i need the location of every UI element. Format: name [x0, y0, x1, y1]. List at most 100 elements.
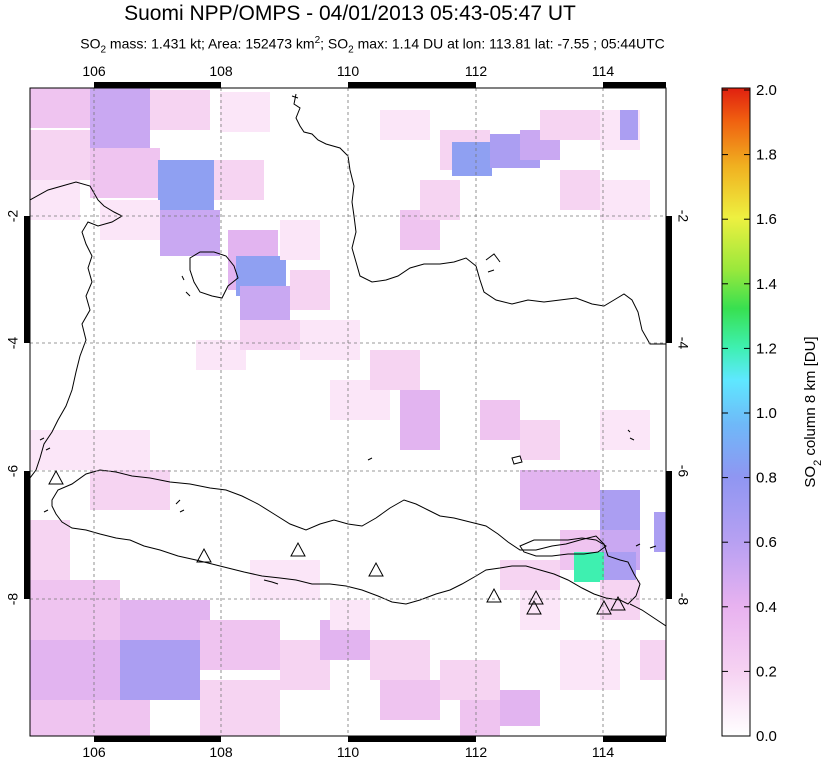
colorbar-tick-label: 1.0	[756, 405, 777, 422]
so2-pixel	[100, 200, 160, 240]
so2-pixel	[30, 130, 90, 180]
coastline-borneo-small	[291, 95, 501, 273]
so2-pixel	[620, 110, 638, 140]
so2-pixel	[520, 420, 560, 460]
map-subtitle: SO2 mass: 1.431 kt; Area: 152473 km2; SO…	[80, 35, 665, 56]
map-border-scale	[24, 82, 672, 742]
so2-pixel	[30, 520, 70, 580]
so2-pixel	[90, 88, 150, 148]
colorbar-tick-label: 0.8	[756, 470, 777, 487]
volcano-icon	[596, 599, 612, 615]
so2-pixel	[150, 90, 210, 130]
lat-tick-label: -8	[675, 593, 691, 606]
colorbar-label: SO2 column 8 km [DU]	[802, 336, 823, 487]
lat-axis-left: -2 -4 -6 -8	[5, 210, 21, 606]
lat-tick-label: -2	[5, 210, 21, 223]
coastlines	[30, 93, 666, 627]
so2-pixel	[480, 400, 520, 440]
lon-tick-label: 112	[465, 63, 488, 79]
so2-pixel	[90, 470, 170, 510]
so2-pixel	[500, 690, 540, 726]
so2-pixel	[654, 512, 666, 552]
so2-pixel	[280, 220, 320, 260]
volcano-icon	[290, 541, 306, 557]
so2-pixel	[520, 590, 560, 630]
coastline-bali	[629, 603, 666, 627]
colorbar-tick-label: 1.4	[756, 276, 777, 293]
volcano-icon	[368, 561, 384, 577]
lon-tick-label: 112	[465, 744, 488, 759]
so2-pixel	[452, 142, 492, 176]
lon-tick-label: 106	[82, 63, 106, 79]
so2-pixel	[520, 470, 600, 510]
coastline-islands	[39, 429, 657, 585]
so2-pixel	[600, 410, 650, 450]
so2-pixel	[250, 560, 320, 600]
colorbar	[721, 87, 751, 737]
volcano-icon	[486, 587, 502, 603]
so2-pixel	[380, 110, 430, 140]
lat-tick-label: -4	[675, 337, 691, 350]
so2-pixel	[30, 580, 120, 640]
lon-tick-label: 114	[592, 63, 615, 79]
volcano-icon	[610, 595, 626, 611]
so2-pixel	[420, 180, 460, 220]
lon-tick-label: 110	[337, 744, 360, 759]
so2-pixel	[500, 560, 560, 590]
volcano-icon	[48, 469, 64, 485]
so2-pixel	[540, 110, 600, 140]
lon-tick-label: 110	[337, 63, 360, 79]
colorbar-tick-label: 1.6	[756, 211, 777, 228]
coastline-bangka-small	[181, 275, 191, 297]
colorbar-tick-label: 1.2	[756, 340, 777, 357]
so2-pixel	[160, 210, 220, 256]
lon-axis-bottom: 106 108 110 112 114	[82, 744, 614, 759]
colorbar-tick-label: 0.2	[756, 663, 777, 680]
volcano-icon	[196, 547, 212, 563]
coastline-madura	[519, 537, 607, 557]
so2-pixel	[200, 620, 280, 670]
map-title: Suomi NPP/OMPS - 04/01/2013 05:43-05:47 …	[124, 2, 576, 25]
so2-pixel	[30, 640, 120, 700]
graticule	[30, 88, 666, 736]
so2-pixel	[240, 320, 300, 350]
lat-tick-label: -6	[675, 465, 691, 478]
so2-pixel	[120, 640, 200, 700]
so2-pixel	[380, 680, 440, 720]
lat-tick-label: -8	[5, 593, 21, 606]
volcano-markers	[48, 469, 626, 615]
colorbar-tick-label: 0.0	[756, 728, 777, 745]
so2-pixel	[400, 390, 440, 450]
so2-pixel	[214, 160, 264, 200]
colorbar-ticks: 2.0 1.8 1.6 1.4 1.2 1.0 0.8 0.6 0.4 0.2 0.0	[722, 82, 777, 745]
so2-pixel	[30, 180, 80, 220]
so2-pixel	[640, 640, 666, 680]
coastline-borneo	[293, 93, 666, 345]
so2-pixel	[220, 92, 270, 132]
lon-tick-label: 108	[209, 744, 233, 759]
so2-pixel	[560, 640, 620, 690]
so2-pixel	[158, 160, 214, 210]
so2-pixel	[574, 552, 604, 582]
volcano-icon	[526, 599, 542, 615]
so2-pixel	[460, 700, 500, 736]
colorbar-tick-label: 0.4	[756, 599, 777, 616]
so2-pixel	[200, 680, 280, 736]
coastline-bangka	[189, 251, 239, 299]
lon-axis-top: 106 108 110 112 114	[82, 63, 614, 79]
so2-pixel	[330, 600, 370, 630]
so2-pixel	[370, 350, 420, 390]
lat-axis-right: -2 -4 -6 -8	[675, 210, 691, 606]
coastline-sumatra	[30, 181, 124, 479]
so2-pixel	[560, 170, 600, 210]
so2-pixel	[30, 700, 150, 736]
so2-pixel	[240, 286, 290, 326]
lon-tick-label: 108	[209, 63, 233, 79]
so2-pixel	[30, 88, 90, 128]
so2-pixel	[30, 430, 150, 470]
so2-pixel	[290, 270, 330, 310]
colorbar-tick-label: 1.8	[756, 147, 777, 164]
lat-tick-label: -2	[675, 210, 691, 223]
so2-pixel	[370, 640, 430, 680]
